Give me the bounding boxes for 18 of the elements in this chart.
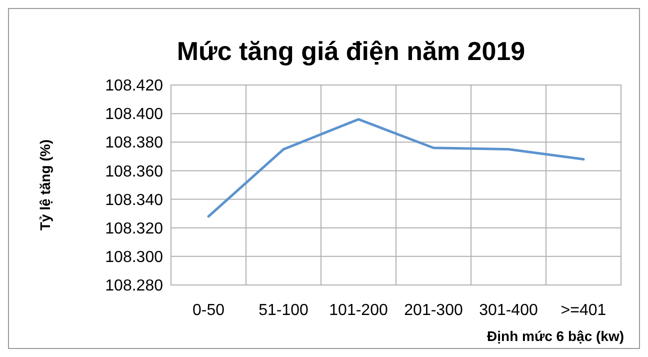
y-tick-label: 108.340 (105, 192, 164, 209)
x-tick-label: >=401 (560, 302, 606, 319)
line-series (207, 118, 585, 218)
x-tick-label: 51-100 (258, 302, 309, 319)
y-tick-label: 108.380 (105, 134, 164, 152)
y-tick-label: 108.300 (105, 249, 164, 266)
x-tick-label: 0-50 (192, 302, 225, 319)
x-tick-label: 301-400 (479, 302, 538, 319)
y-tick-label: 108.280 (105, 278, 164, 295)
x-tick-label: 101-200 (329, 302, 388, 319)
y-axis-title: Tỷ lệ tăng (%) (37, 139, 53, 231)
y-tick-label: 108.360 (105, 163, 164, 180)
chart-title: Mức tăng giá điện năm 2019 (176, 36, 526, 66)
x-axis-title: Định mức 6 bậc (kw) (487, 328, 624, 344)
y-tick-label: 108.400 (105, 106, 164, 124)
y-tick-label: 108.420 (105, 78, 164, 95)
x-tick-label: 201-300 (404, 302, 463, 319)
y-tick-label: 108.320 (105, 220, 164, 238)
